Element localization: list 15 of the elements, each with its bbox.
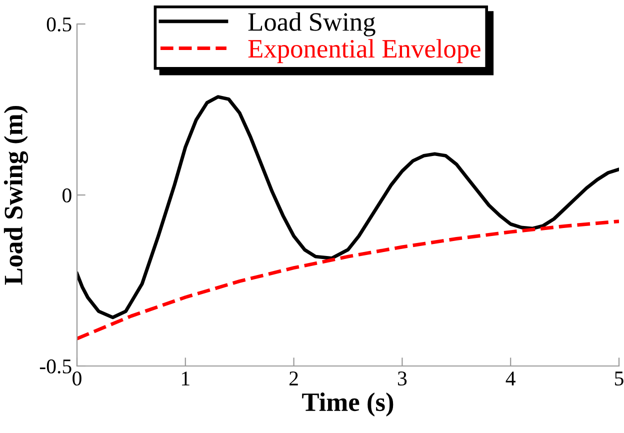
- y-tick-label: 0: [62, 188, 72, 202]
- y-tick-label: -0.5: [40, 359, 72, 374]
- y-axis-title: Load Swing (m): [4, 106, 28, 285]
- x-tick-label: 4: [506, 372, 516, 386]
- x-tick-label: 1: [182, 372, 190, 386]
- y-tick-label: 0.5: [46, 17, 72, 32]
- x-axis-title: Time (s): [302, 392, 394, 416]
- x-tick-label: 0: [72, 371, 82, 386]
- line-series: [77, 95, 619, 320]
- legend-label: Load Swing: [248, 12, 376, 36]
- x-tick-label: 2: [290, 372, 298, 386]
- line-series: [77, 220, 619, 340]
- x-tick-label: 5: [615, 372, 624, 386]
- x-tick-label: 3: [398, 372, 407, 386]
- legend-label: Exponential Envelope: [248, 39, 480, 64]
